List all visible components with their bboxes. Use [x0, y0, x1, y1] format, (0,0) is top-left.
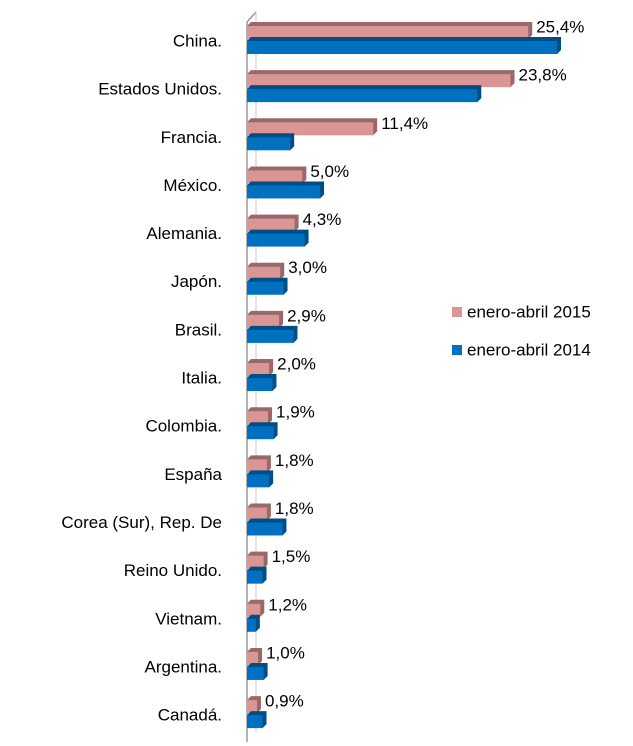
bar [247, 603, 261, 617]
bar [247, 426, 274, 440]
value-label: 25,4% [536, 17, 584, 36]
bar [247, 651, 259, 665]
bar [247, 570, 263, 584]
bar [247, 378, 273, 392]
bar [247, 170, 303, 184]
category-label: Reino Unido. [124, 561, 222, 580]
value-label: 1,2% [268, 595, 307, 614]
bar [247, 122, 374, 136]
legend-label: enero-abril 2014 [467, 340, 591, 359]
bar [247, 363, 270, 377]
value-label: 23,8% [519, 66, 567, 85]
value-label: 2,0% [277, 355, 316, 374]
value-label: 1,0% [266, 643, 305, 662]
bar [247, 218, 295, 232]
category-label: Italia. [181, 369, 222, 388]
category-label: Alemania. [146, 224, 222, 243]
category-label: Brasil. [175, 320, 222, 339]
category-label: Estados Unidos. [98, 80, 222, 99]
bar [247, 41, 557, 54]
bar [247, 329, 294, 343]
value-label: 1,9% [276, 403, 315, 422]
category-label: Japón. [171, 272, 222, 291]
category-label: Colombia. [145, 417, 222, 436]
bar [247, 74, 511, 88]
value-label: 0,9% [265, 692, 304, 711]
category-label: Canadá. [158, 706, 222, 725]
bar [247, 314, 280, 328]
axis-depth [246, 11, 257, 23]
category-label: México. [163, 176, 222, 195]
bar [247, 459, 267, 473]
bar [247, 522, 283, 536]
bar [247, 137, 291, 151]
legend-swatch [452, 345, 462, 355]
bar [247, 26, 529, 39]
value-label: 1,8% [275, 499, 314, 518]
value-label: 2,9% [287, 306, 326, 325]
bar [247, 666, 264, 680]
bar [247, 266, 281, 280]
value-label: 5,0% [310, 162, 349, 181]
bar [247, 618, 256, 632]
bar [247, 555, 264, 569]
category-label: Francia. [161, 128, 222, 147]
bar [247, 411, 269, 425]
category-label: Argentina. [145, 657, 223, 676]
bar [247, 185, 321, 199]
legend-swatch [452, 307, 462, 317]
value-label: 11,4% [381, 114, 428, 133]
bar [247, 233, 305, 247]
bar [247, 700, 257, 714]
value-label: 1,8% [275, 451, 314, 470]
category-label: Corea (Sur), Rep. De [61, 513, 222, 532]
bar [247, 715, 263, 729]
category-label: Vietnam. [155, 609, 222, 628]
bar [247, 474, 270, 488]
bar [247, 89, 478, 103]
bar [247, 507, 267, 521]
value-label: 1,5% [272, 547, 311, 566]
value-label: 3,0% [288, 258, 327, 277]
category-label: España [164, 465, 222, 484]
category-label: China. [173, 31, 222, 50]
legend-label: enero-abril 2015 [467, 302, 591, 321]
value-label: 4,3% [303, 210, 342, 229]
bar [247, 281, 284, 295]
